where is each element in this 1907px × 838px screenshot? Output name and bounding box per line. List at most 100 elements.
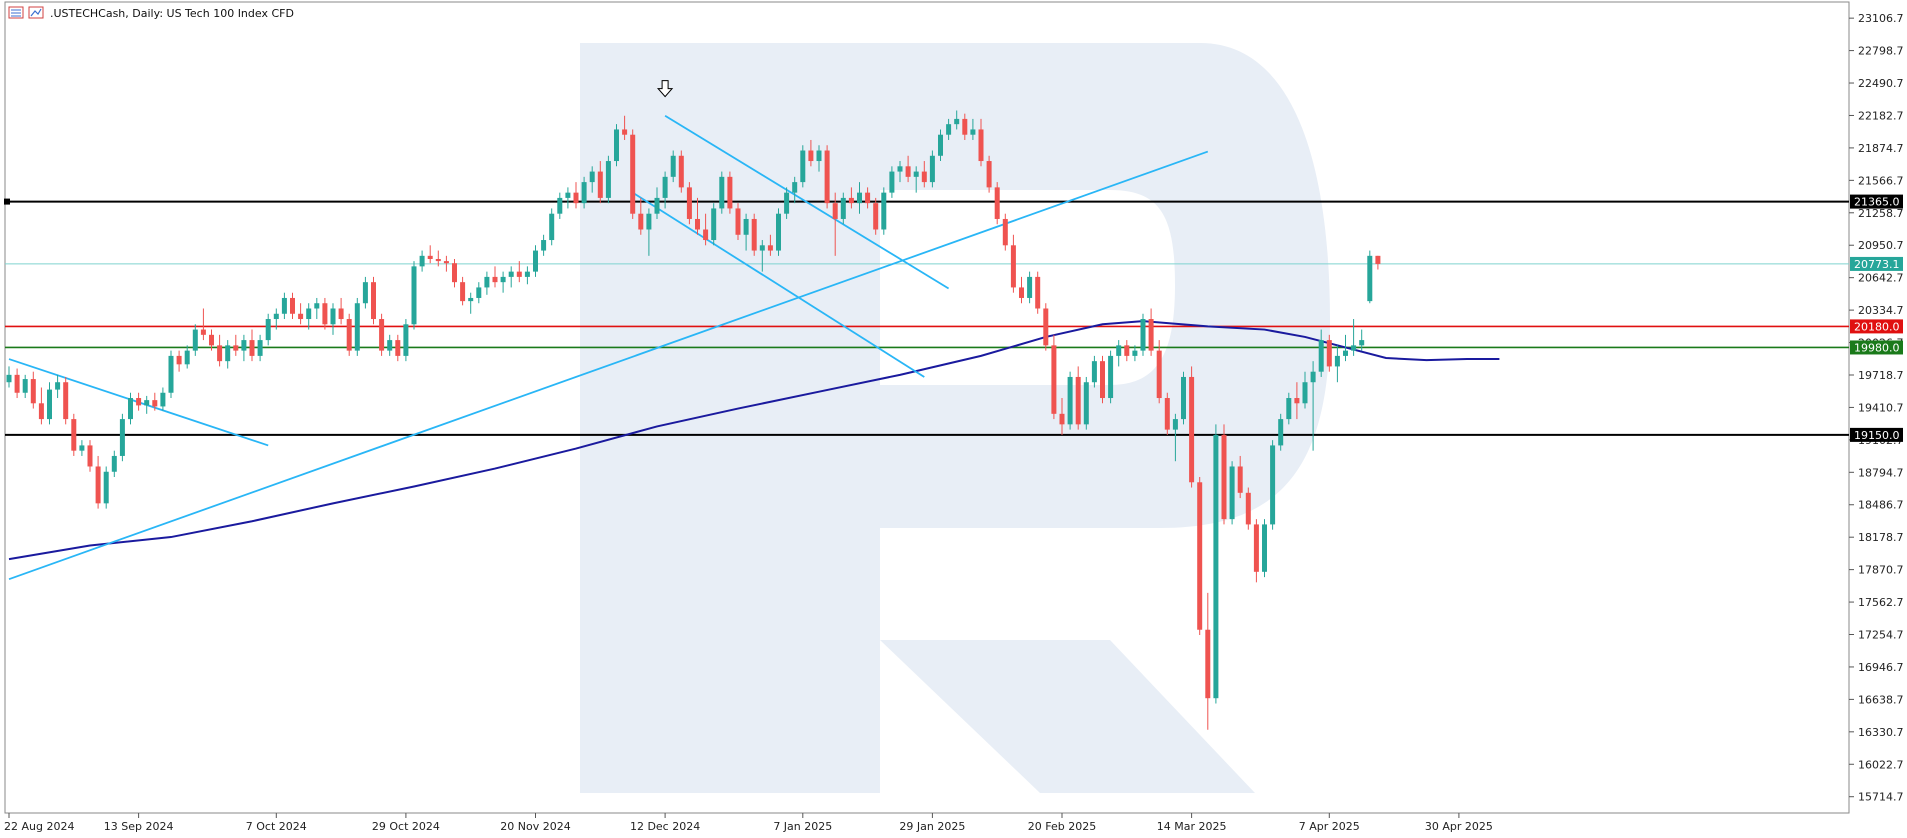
- candle-body: [330, 308, 336, 325]
- candle: [103, 466, 109, 509]
- candle-body: [614, 129, 619, 162]
- candle-body: [784, 192, 790, 214]
- candle-body: [435, 258, 441, 262]
- candle: [1205, 592, 1211, 730]
- candle: [549, 208, 555, 246]
- candle-body: [419, 255, 425, 267]
- candle-body: [1278, 419, 1284, 446]
- candle-body: [476, 287, 482, 298]
- candle: [1229, 461, 1235, 525]
- candle-body: [184, 350, 190, 365]
- candle-body: [103, 471, 109, 504]
- candle-body: [306, 308, 312, 320]
- x-tick-label: 13 Sep 2024: [104, 820, 174, 833]
- candle-body: [1245, 492, 1251, 525]
- candle: [1043, 303, 1049, 351]
- level-label-2-bg: [1850, 340, 1903, 355]
- candle-body: [362, 282, 368, 304]
- candle-body: [192, 329, 198, 351]
- level-label-1-text: 20180.0: [1854, 320, 1900, 333]
- candle-body: [808, 150, 814, 162]
- candle: [686, 182, 692, 225]
- candle: [6, 366, 12, 388]
- watermark-logo: [580, 43, 1330, 793]
- current-price-label-text: 20773.1: [1854, 258, 1900, 271]
- candle: [144, 395, 150, 414]
- candle: [897, 161, 903, 183]
- candle-body: [1043, 308, 1049, 346]
- candle-body: [460, 282, 466, 302]
- candle: [848, 187, 854, 209]
- candle: [435, 250, 441, 267]
- candle: [541, 234, 547, 256]
- candle: [1245, 487, 1251, 530]
- candle: [95, 455, 101, 509]
- candle-body: [1197, 482, 1203, 630]
- candle-body: [71, 419, 77, 451]
- level-label-3-bg: [1850, 427, 1903, 442]
- candle-body: [597, 171, 603, 198]
- x-tick-label: 7 Apr 2025: [1299, 820, 1360, 833]
- candle: [784, 187, 790, 219]
- candle-body: [209, 334, 214, 346]
- candle-body: [152, 400, 158, 407]
- y-tick-label: 23106.7: [1858, 12, 1904, 25]
- trendline-3: [632, 191, 925, 378]
- candle: [622, 115, 628, 140]
- candle-body: [1189, 376, 1195, 483]
- candle: [638, 197, 644, 235]
- candle: [743, 213, 749, 251]
- candle: [605, 155, 611, 204]
- candle: [346, 313, 352, 356]
- x-tick-label: 14 Mar 2025: [1157, 820, 1227, 833]
- candle: [929, 150, 935, 188]
- candle-body: [411, 266, 417, 325]
- x-tick-label: 7 Oct 2024: [246, 820, 307, 833]
- candle-body: [727, 176, 733, 209]
- candle-body: [1067, 376, 1073, 425]
- candle: [1367, 250, 1373, 304]
- candle-body: [630, 134, 636, 214]
- candle: [557, 192, 563, 219]
- y-tick-label: 16946.7: [1858, 661, 1904, 674]
- candle-body: [921, 171, 927, 183]
- level-label-0: 21365.0: [1850, 194, 1903, 209]
- candle: [573, 182, 579, 209]
- x-tick-label: 30 Apr 2025: [1425, 820, 1493, 833]
- svg-text:.USTECHCash, Daily: US Tech 1: .USTECHCash, Daily: US Tech 100 Index CF…: [50, 7, 294, 20]
- candle-body: [743, 218, 749, 235]
- candle-body: [792, 182, 798, 193]
- candle-body: [978, 129, 984, 162]
- candle: [71, 413, 77, 456]
- candle: [176, 350, 182, 372]
- candle-body: [322, 303, 328, 325]
- candle-body: [970, 129, 976, 135]
- candle-body: [1019, 287, 1024, 298]
- candle: [249, 329, 255, 362]
- candle-body: [1237, 466, 1243, 493]
- candle-body: [824, 150, 830, 204]
- candle: [508, 266, 514, 288]
- candle-body: [452, 263, 457, 283]
- candle: [1270, 440, 1276, 530]
- candle-body: [751, 218, 757, 251]
- trendline-0: [8, 150, 1209, 581]
- candle: [767, 234, 773, 256]
- candle: [273, 308, 279, 330]
- level-label-3-text: 19150.0: [1854, 429, 1900, 442]
- candle-body: [638, 213, 644, 230]
- candle: [565, 187, 571, 209]
- candle-body: [265, 319, 271, 341]
- candle: [265, 313, 271, 346]
- candle-body: [1334, 355, 1340, 367]
- candle: [824, 145, 830, 209]
- candle: [314, 297, 320, 320]
- candle: [362, 276, 368, 309]
- candle-body: [589, 171, 595, 183]
- candle-body: [95, 466, 101, 504]
- candle: [411, 261, 417, 330]
- candle-body: [1100, 361, 1105, 399]
- candle-body: [1002, 218, 1008, 246]
- y-tick-label: 18486.7: [1858, 499, 1904, 512]
- candle-body: [1310, 371, 1316, 383]
